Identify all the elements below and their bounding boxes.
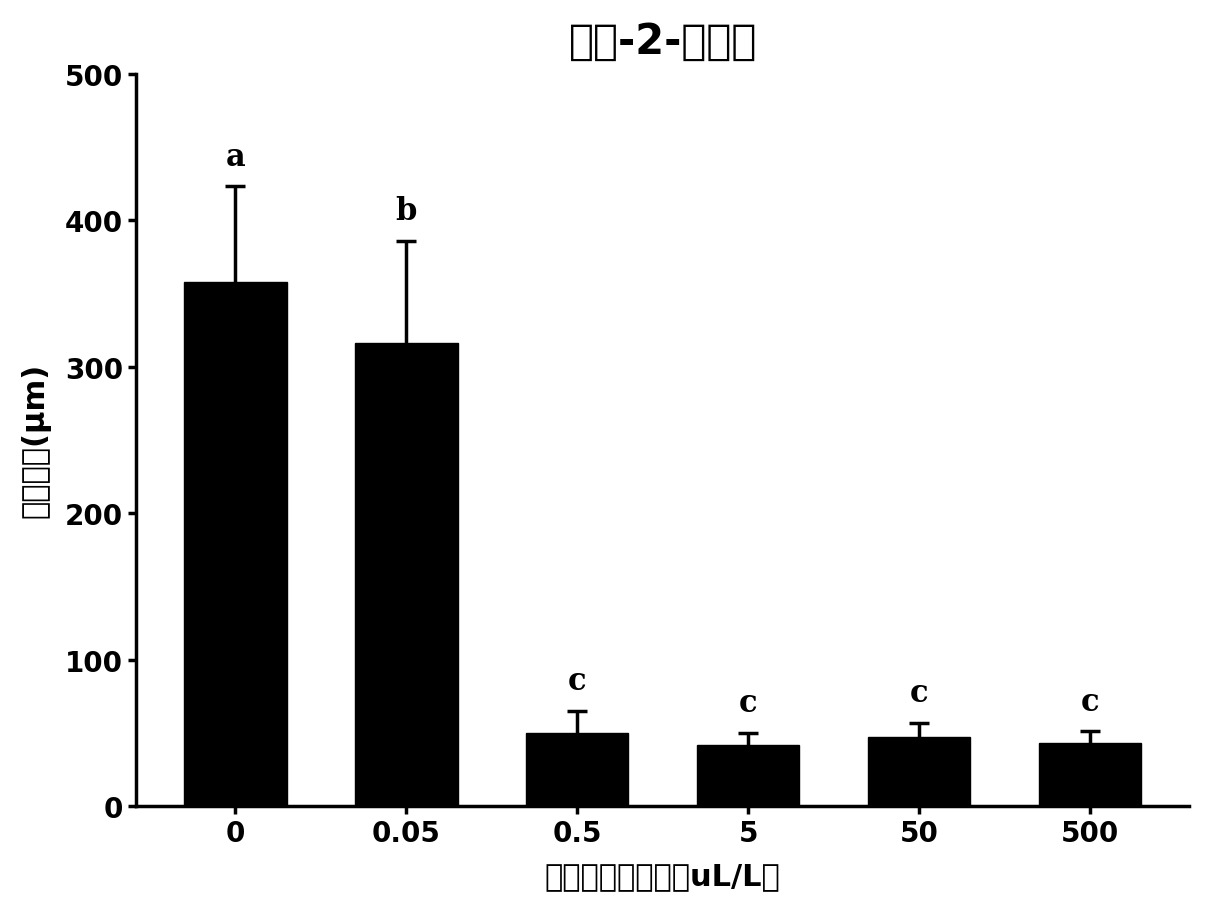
Bar xyxy=(526,733,628,806)
Text: a: a xyxy=(225,141,246,172)
Title: 反式-2-己烯醇: 反式-2-己烯醇 xyxy=(569,21,756,63)
Bar xyxy=(184,282,287,806)
Text: c: c xyxy=(910,677,928,708)
Bar xyxy=(1038,743,1141,806)
Bar xyxy=(697,745,800,806)
Y-axis label: 菌体长度(μm): 菌体长度(μm) xyxy=(21,363,51,518)
Bar xyxy=(355,343,457,806)
Bar xyxy=(868,737,970,806)
Text: c: c xyxy=(739,688,757,719)
X-axis label: 挥发性物质浓度（uL/L）: 挥发性物质浓度（uL/L） xyxy=(544,861,780,890)
Text: c: c xyxy=(567,666,587,696)
Text: b: b xyxy=(396,196,417,227)
Text: c: c xyxy=(1081,686,1100,717)
